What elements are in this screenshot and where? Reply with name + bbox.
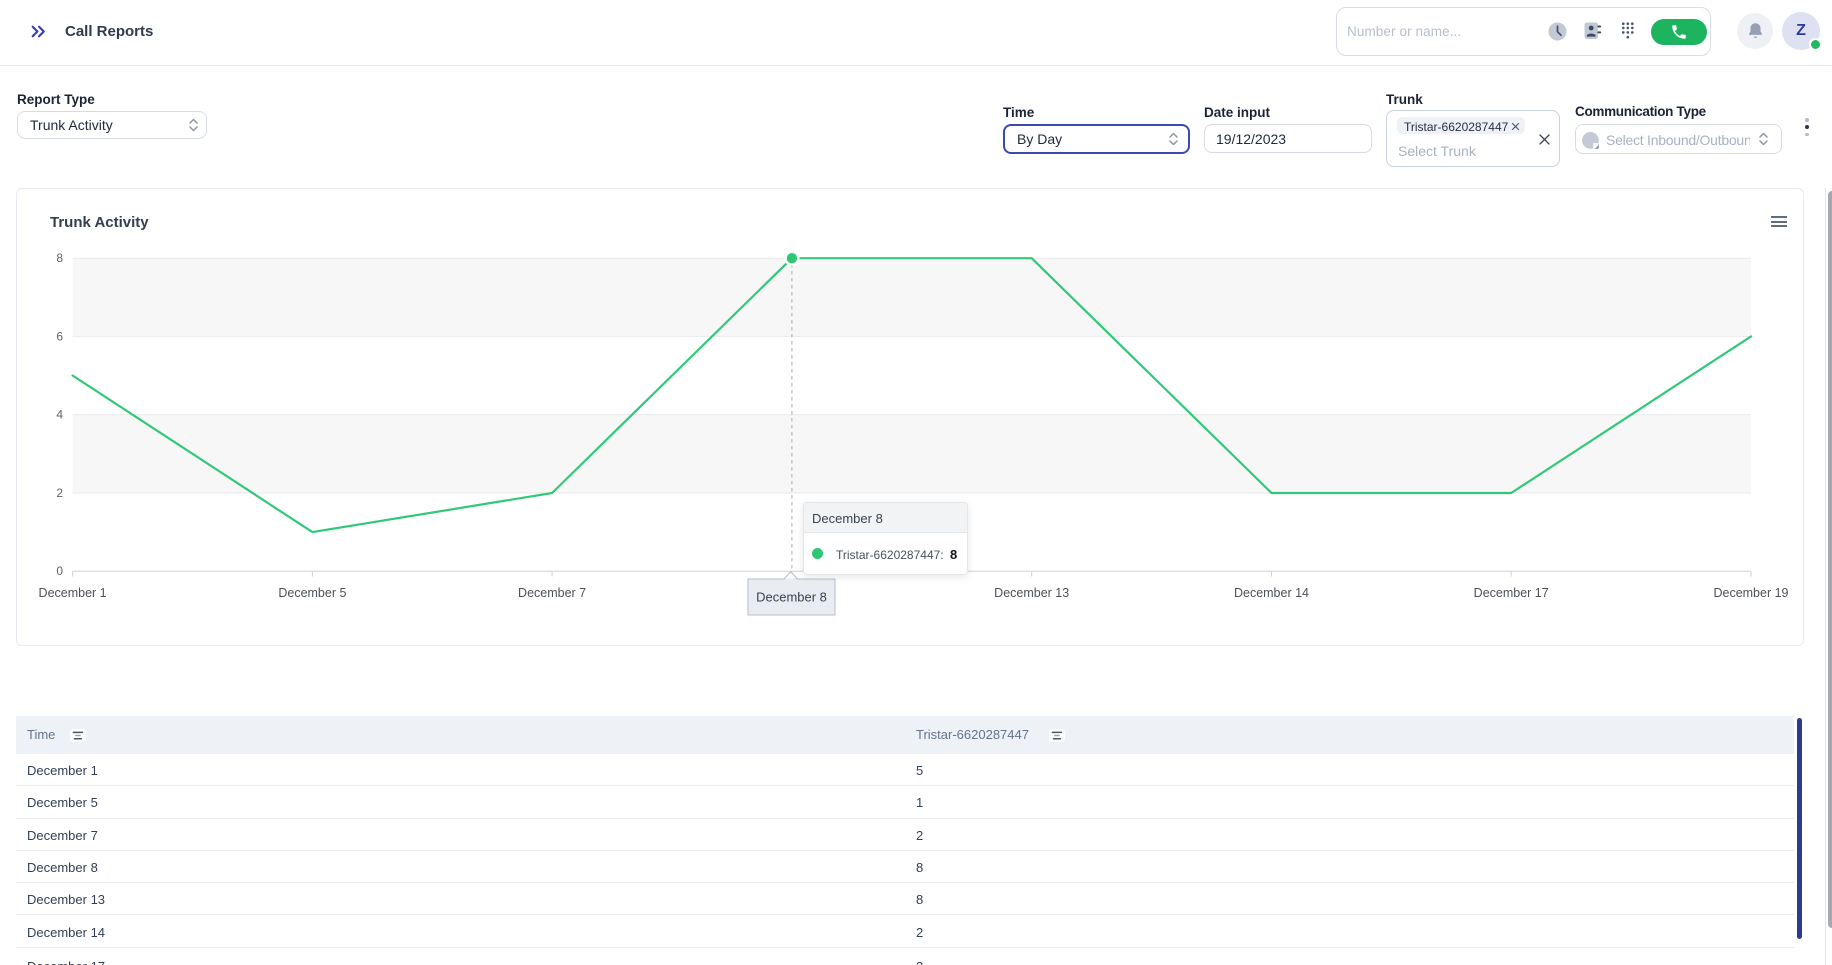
svg-text:December 1: December 1	[39, 586, 107, 600]
svg-text:December 5: December 5	[278, 586, 346, 600]
svg-text:December 14: December 14	[1234, 586, 1309, 600]
svg-text:6: 6	[56, 329, 63, 343]
svg-text:December 17: December 17	[1474, 586, 1549, 600]
svg-text:2: 2	[56, 486, 63, 500]
svg-text:December 8: December 8	[756, 590, 827, 605]
svg-text:December 19: December 19	[1713, 586, 1788, 600]
svg-text:4: 4	[56, 408, 63, 422]
svg-text:0: 0	[56, 564, 63, 578]
svg-text:December 13: December 13	[994, 586, 1069, 600]
svg-text:8: 8	[56, 251, 63, 265]
svg-text:December 7: December 7	[518, 586, 586, 600]
